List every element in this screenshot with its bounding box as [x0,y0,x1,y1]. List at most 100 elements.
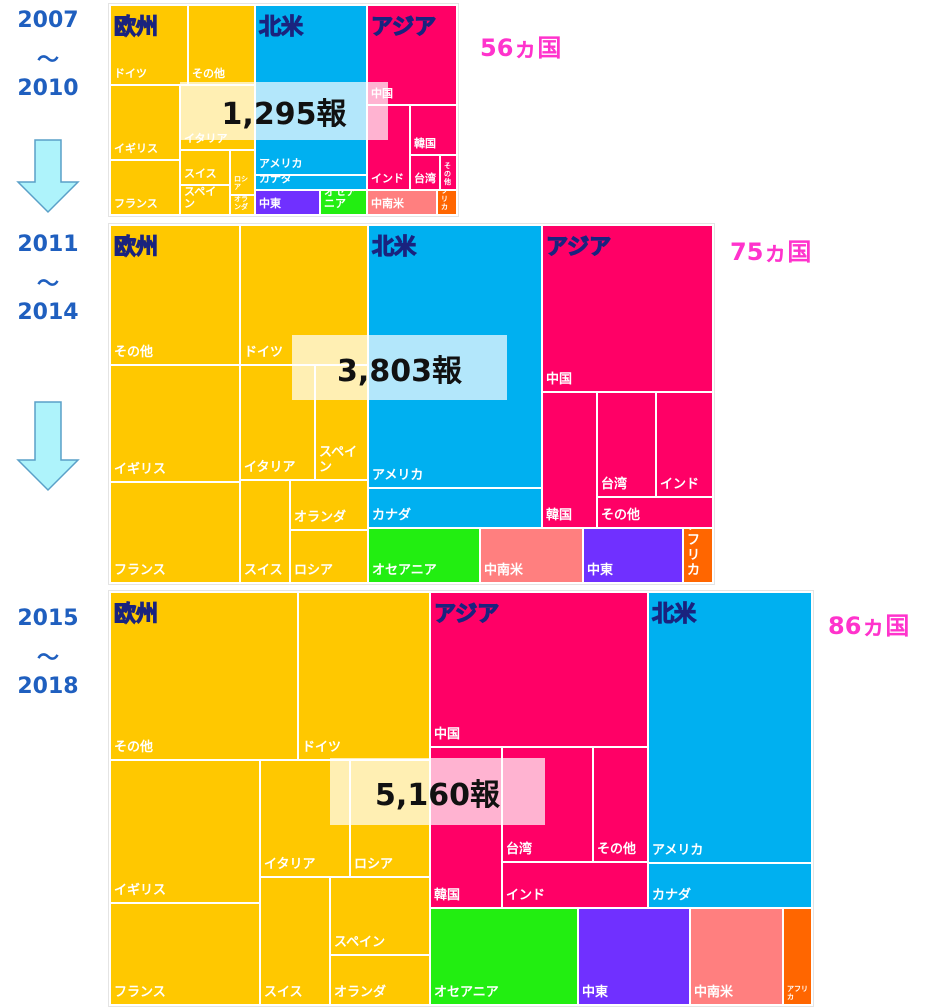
arrow [16,139,80,214]
cell-label: 台湾 [506,842,533,858]
country-cell: カナダ [648,863,812,908]
region-cell: アフリカ [683,528,713,583]
cell-label: ロシア [234,174,248,191]
cell-label: インド [371,172,404,186]
cell-label: 中東 [259,197,281,211]
cell-label: その他 [114,345,154,361]
country-cell: その他 [110,592,298,760]
cell-label: アメリカ [372,468,424,484]
country-cell: 韓国 [542,392,597,528]
country-cell: イギリス [110,365,240,482]
total-papers: 1,295報 [180,82,388,140]
country-cell: イギリス [110,85,180,160]
country-cell: その他 [440,155,457,190]
cell-label: オセアニア [324,190,357,211]
cell-label: インド [660,477,700,493]
country-cell: ドイツ [298,592,430,760]
cell-label: イギリス [114,462,167,478]
cell-label: ドイツ [244,345,284,361]
country-cell: ロシア [290,530,368,583]
country-cell: 中国 [542,225,713,392]
country-cell: ドイツ [110,5,188,85]
country-cell: スペイン [180,185,230,215]
total-papers: 5,160報 [330,758,545,825]
year-tilde: ～ [36,48,59,73]
country-count: 75ヵ国 [730,238,812,266]
cell-label: 中東 [587,563,614,579]
country-cell: カナダ [368,488,542,528]
region-header: 北米 [651,601,697,627]
year-to: 2010 [17,76,79,101]
country-cell: オランダ [230,195,255,215]
region-cell: 中南米 [480,528,583,583]
cell-label: 中国 [434,727,461,743]
cell-label: スペイン [334,935,386,951]
cell-label: フランス [114,563,166,579]
year-from: 2015 [17,606,79,631]
cell-label: 中国 [546,372,573,388]
cell-label: 中南米 [694,985,734,1001]
region-header: 欧州 [113,601,159,627]
cell-label: 台湾 [601,477,628,493]
cell-label: ドイツ [114,67,147,81]
cell-label: フランス [114,985,166,1001]
cell-label: ロシア [354,857,394,873]
cell-label: 中東 [582,985,609,1001]
cell-label: オランダ [334,985,387,1001]
cell-label: イタリア [244,460,296,476]
country-cell: ロシア [230,150,255,195]
cell-label: スイス [264,985,303,1001]
cell-label: イギリス [114,142,158,156]
treemap [108,223,715,585]
cell-label: スイス [244,563,283,579]
cell-label: 台湾 [414,172,436,186]
country-cell: その他 [597,497,713,528]
country-cell: 台湾 [597,392,656,497]
country-cell: スイス [180,150,230,185]
cell-label: アフリカ [687,529,701,579]
country-cell: 台湾 [410,155,440,190]
year-to: 2018 [17,674,79,699]
region-header: アジア [433,601,500,627]
region-cell: オセアニア [430,908,578,1005]
country-cell: スイス [240,480,290,583]
total-papers: 3,803報 [292,335,507,400]
cell-label: 中南米 [484,563,524,579]
region-cell: アフリカ [783,908,812,1005]
cell-label: その他 [444,161,451,186]
cell-label: スイス [184,167,217,181]
region-header: 欧州 [113,14,159,40]
region-cell: オセアニア [368,528,480,583]
cell-label: 韓国 [414,137,436,151]
cell-label: オランダ [234,195,248,211]
cell-label: スペイン [184,185,217,211]
cell-label: フランス [114,197,158,211]
cell-label: イタリア [264,857,316,873]
cell-label: その他 [192,67,225,81]
country-cell: イギリス [110,760,260,903]
country-cell: フランス [110,160,180,215]
treemap [108,3,459,217]
cell-label: その他 [601,508,641,524]
cell-label: カナダ [259,175,292,186]
year-tilde: ～ [36,646,59,671]
region-header: 北米 [371,234,417,260]
cell-label: スペイン [319,445,358,476]
year-from: 2007 [17,8,79,33]
region-cell: 中東 [578,908,690,1005]
cell-label: カナダ [652,888,692,904]
year-from: 2011 [17,232,79,257]
country-cell: スイス [260,877,330,1005]
region-header: 北米 [258,14,304,40]
cell-label: カナダ [372,508,412,524]
country-cell: インド [656,392,713,497]
country-cell: 中国 [430,592,648,747]
cell-label: その他 [597,842,637,858]
region-cell: アフリカ [437,190,457,215]
region-cell: 中東 [255,190,320,215]
country-cell: フランス [110,903,260,1005]
year-to: 2014 [17,300,79,325]
cell-label: アメリカ [259,157,303,171]
cell-label: オセアニア [372,563,437,579]
